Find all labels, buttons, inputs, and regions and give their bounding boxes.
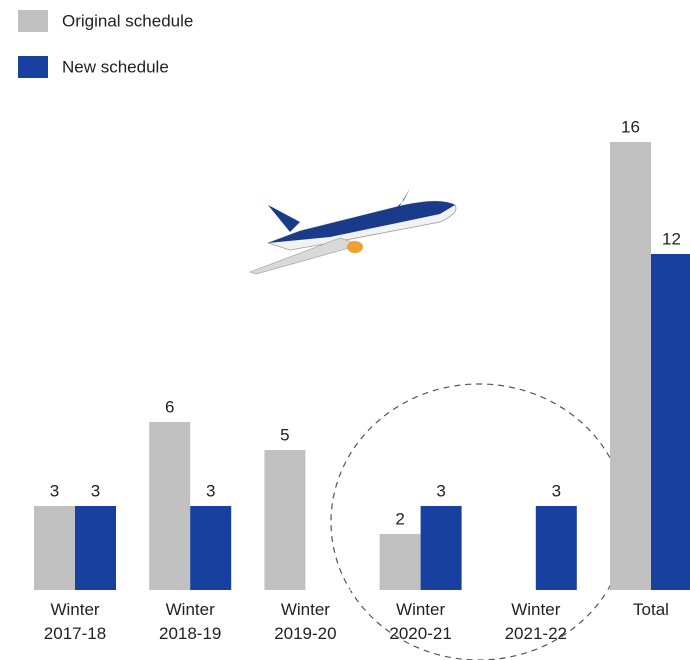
bar — [610, 142, 651, 590]
value-label: 3 — [552, 481, 561, 500]
x-tick-label: Winter 2019-20 — [274, 600, 337, 643]
bar — [75, 506, 116, 590]
bar — [420, 506, 462, 590]
value-label: 12 — [662, 229, 681, 248]
bar — [651, 254, 690, 590]
legend-label: New schedule — [62, 57, 169, 76]
bar — [149, 422, 191, 590]
value-label: 16 — [621, 117, 640, 136]
value-label: 3 — [50, 481, 59, 500]
bar — [379, 534, 421, 590]
value-label: 3 — [206, 481, 215, 500]
value-label: 6 — [165, 397, 174, 416]
x-tick-label: Winter 2021-22 — [504, 600, 567, 643]
legend-swatch — [18, 10, 48, 32]
airplane — [249, 188, 457, 275]
legend-label: Original schedule — [62, 11, 193, 30]
x-tick-label: Winter 2018-19 — [158, 600, 222, 643]
bar — [535, 506, 577, 590]
bar — [264, 450, 306, 590]
legend-swatch — [18, 56, 48, 78]
value-label: 2 — [395, 509, 404, 528]
value-label: 3 — [436, 481, 445, 500]
x-tick-label: Total — [633, 600, 669, 619]
value-label: 5 — [280, 425, 289, 444]
highlight-circle — [330, 383, 628, 660]
bar — [34, 506, 75, 590]
x-tick-label: Winter 2020-21 — [389, 600, 452, 643]
value-label: 3 — [91, 481, 100, 500]
x-tick-label: Winter 2017-18 — [43, 600, 107, 643]
bar — [190, 506, 232, 590]
